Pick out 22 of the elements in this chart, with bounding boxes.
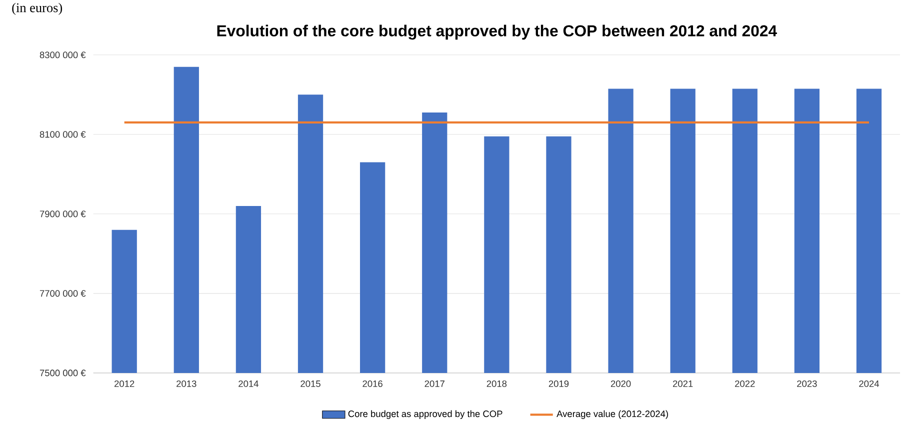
y-tick-label: 7700 000 €: [40, 290, 86, 297]
chart-title: Evolution of the core budget approved by the COP between 2012 and 2024: [217, 25, 777, 40]
x-tick-label: 2018: [486, 380, 507, 388]
y-tick-label: 7900 000 €: [40, 210, 86, 218]
x-tick-label: 2012: [114, 380, 134, 388]
x-tick-label: 2014: [238, 380, 258, 388]
legend-label: Core budget as approved by the COP: [348, 410, 502, 420]
x-tick-label: 2016: [362, 380, 382, 388]
x-tick-label: 2023: [797, 380, 817, 388]
x-tick-label: 2015: [300, 380, 320, 388]
text: (in euros): [12, 3, 62, 16]
x-tick-label: 2024: [859, 380, 880, 388]
x-tick-label: 2022: [735, 380, 755, 388]
x-tick-label: 2019: [548, 380, 569, 388]
y-tick-label: 7500 000 €: [40, 370, 86, 376]
x-tick-label: 2021: [673, 380, 693, 388]
x-tick-label: 2013: [176, 380, 196, 388]
legend-label: Average value (2012-2024): [556, 410, 668, 420]
x-tick-label: 2017: [424, 380, 444, 388]
x-tick-label: 2020: [610, 380, 631, 388]
y-tick-label: 8300 000 €: [40, 52, 86, 58]
y-tick-label: 8100 000 €: [40, 131, 86, 138]
